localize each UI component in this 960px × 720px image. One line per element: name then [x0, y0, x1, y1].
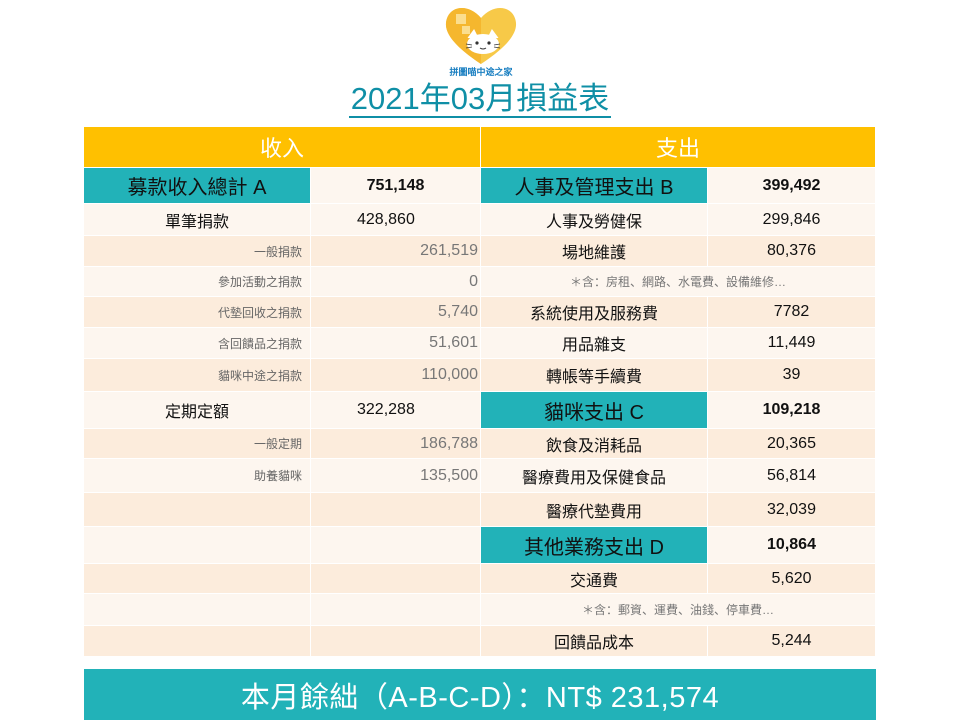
income-total-value: 751,148 — [311, 168, 481, 204]
empty-cell — [311, 594, 481, 626]
income-subitem-value: 261,519 — [311, 236, 481, 267]
monthly-balance: 本月餘絀（A-B-C-D）：NT$ 231,574 — [84, 669, 876, 720]
cat-item-value: 20,365 — [708, 429, 876, 459]
cat-item-value: 56,814 — [708, 459, 876, 493]
admin-item-label: 用品雜支 — [481, 328, 708, 359]
admin-item-value: 80,376 — [708, 236, 876, 267]
admin-item-value: 11,449 — [708, 328, 876, 359]
empty-cell — [84, 564, 311, 594]
empty-cell — [311, 626, 481, 657]
admin-expense-value: 399,492 — [708, 168, 876, 204]
page-title: 2021年03月損益表 — [348, 81, 612, 118]
admin-item-label: 人事及勞健保 — [481, 204, 708, 236]
income-total-label: 募款收入總計 A — [84, 168, 311, 204]
empty-cell — [311, 527, 481, 564]
income-subitem-value: 51,601 — [311, 328, 481, 359]
other-item-value: 5,620 — [708, 564, 876, 594]
income-subitem-label: 助養貓咪 — [84, 459, 311, 493]
single-donation-value: 428,860 — [311, 204, 481, 236]
cat-item-label: 醫療代墊費用 — [481, 493, 708, 527]
other-expense-value: 10,864 — [708, 527, 876, 564]
income-subitem-label: 一般捐款 — [84, 236, 311, 267]
empty-cell — [311, 493, 481, 527]
income-subitem-label: 貓咪中途之捐款 — [84, 359, 311, 392]
income-subitem-value: 5,740 — [311, 297, 481, 328]
income-subitem-value: 186,788 — [311, 429, 481, 459]
income-header: 收入 — [84, 127, 481, 168]
admin-item-label: 場地維護 — [481, 236, 708, 267]
other-expense-label: 其他業務支出 D — [481, 527, 708, 564]
heart-cat-logo-icon — [445, 7, 517, 64]
empty-cell — [311, 564, 481, 594]
empty-cell — [84, 626, 311, 657]
admin-item-value: 7782 — [708, 297, 876, 328]
other-note: ＊含：郵資、運費、油錢、停車費… — [481, 594, 876, 626]
income-subitem-label: 一般定期 — [84, 429, 311, 459]
admin-note: ＊含：房租、網路、水電費、設備維修… — [481, 267, 876, 297]
profit-loss-table: 收入 支出 募款收入總計 A 751,148 人事及管理支出 B 399,492… — [84, 127, 876, 657]
admin-expense-label: 人事及管理支出 B — [481, 168, 708, 204]
logo-text: 拼圖喵中途之家 — [449, 67, 513, 77]
income-subitem-value: 110,000 — [311, 359, 481, 392]
cat-item-label: 醫療費用及保健食品 — [481, 459, 708, 493]
admin-item-value: 39 — [708, 359, 876, 392]
cat-item-value: 32,039 — [708, 493, 876, 527]
admin-item-label: 系統使用及服務費 — [481, 297, 708, 328]
admin-item-label: 轉帳等手續費 — [481, 359, 708, 392]
income-subitem-label: 代墊回收之捐款 — [84, 297, 311, 328]
admin-item-value: 299,846 — [708, 204, 876, 236]
income-subitem-label: 含回饋品之捐款 — [84, 328, 311, 359]
other-item-label: 交通費 — [481, 564, 708, 594]
empty-cell — [84, 527, 311, 564]
income-subitem-label: 參加活動之捐款 — [84, 267, 311, 297]
regular-donation-label: 定期定額 — [84, 392, 311, 429]
other-item-label: 回饋品成本 — [481, 626, 708, 657]
single-donation-label: 單筆捐款 — [84, 204, 311, 236]
empty-cell — [84, 594, 311, 626]
expense-header: 支出 — [481, 127, 876, 168]
income-subitem-value: 0 — [311, 267, 481, 297]
empty-cell — [84, 493, 311, 527]
income-subitem-value: 135,500 — [311, 459, 481, 493]
cat-item-label: 飲食及消耗品 — [481, 429, 708, 459]
cat-expense-label: 貓咪支出 C — [481, 392, 708, 429]
regular-donation-value: 322,288 — [311, 392, 481, 429]
logo: 拼圖喵中途之家 — [438, 2, 524, 80]
other-item-value: 5,244 — [708, 626, 876, 657]
cat-expense-value: 109,218 — [708, 392, 876, 429]
